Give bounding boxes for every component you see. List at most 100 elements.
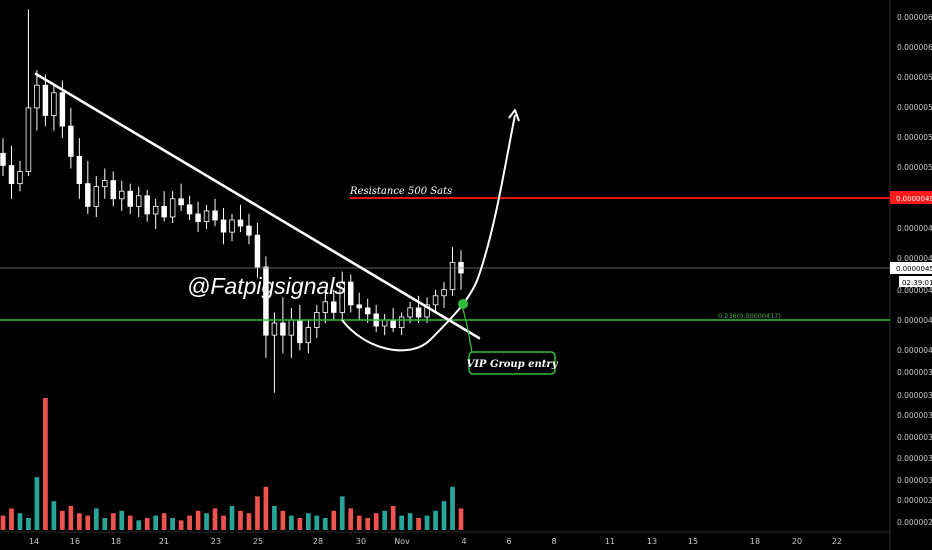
time-axis-tick: 14 — [29, 537, 39, 546]
candle-body — [212, 210, 218, 221]
candle — [144, 189, 150, 222]
time-axis-tick: 22 — [832, 537, 842, 546]
time-axis-tick: 23 — [211, 537, 221, 546]
entry-point-marker[interactable] — [458, 299, 468, 309]
candle — [246, 213, 252, 245]
candle — [271, 312, 278, 393]
volume-bar — [373, 513, 379, 530]
fib-level-label: 0.236(0.00000417) — [718, 312, 781, 320]
volume-bar — [246, 513, 252, 530]
candle-body — [364, 307, 371, 315]
candle-body — [178, 198, 184, 206]
volume-bar — [441, 501, 447, 530]
volume-bar — [322, 518, 328, 530]
candle-body — [297, 319, 303, 344]
candle-body — [8, 165, 15, 185]
candle-body — [305, 327, 312, 344]
candle-body — [407, 307, 413, 318]
price-axis-tick: 0.00000460 — [897, 254, 932, 263]
candle — [135, 186, 142, 217]
volume-bar — [17, 513, 23, 530]
candle — [331, 289, 337, 320]
candle — [212, 198, 218, 227]
volume-bar — [339, 496, 345, 530]
volume-bar — [161, 513, 167, 530]
candle — [186, 195, 193, 221]
volume-bar — [102, 518, 108, 530]
candle-body — [76, 155, 83, 185]
volume-bar — [195, 510, 201, 530]
candle — [85, 160, 91, 214]
volume-bar — [85, 515, 91, 530]
volume-bar — [263, 486, 269, 530]
vip-callout-box[interactable] — [468, 351, 556, 375]
volume-bar — [229, 506, 235, 530]
candle — [424, 297, 430, 324]
candle-body — [85, 183, 91, 207]
countdown-tag — [899, 276, 932, 287]
candle — [305, 320, 312, 354]
volume-bar — [348, 508, 354, 530]
volume-bar — [204, 513, 209, 530]
price-axis-tick: 0.00000284 — [897, 518, 932, 527]
candle-body — [432, 295, 439, 306]
candle-body — [51, 92, 57, 116]
candle-body — [348, 281, 354, 306]
volume-bar — [119, 510, 125, 530]
downtrend-line[interactable] — [34, 72, 481, 340]
candle — [237, 204, 244, 233]
candle — [0, 138, 6, 177]
candle — [415, 295, 422, 324]
arrow-head-icon — [508, 109, 520, 122]
candle-body — [203, 210, 210, 222]
price-axis-tick: 0.00000560 — [897, 103, 932, 112]
time-axis-tick: 4 — [461, 537, 466, 546]
price-axis-tick: 0.00000580 — [897, 73, 932, 82]
candle-body — [390, 319, 396, 328]
volume-bar — [356, 515, 362, 530]
candle — [8, 145, 15, 199]
candle — [280, 297, 286, 354]
price-axis-tick: 0.00000400 — [897, 346, 932, 355]
volume-bar — [424, 515, 430, 530]
volume-bars — [0, 398, 464, 530]
candle-body — [169, 198, 176, 218]
volume-bar — [26, 518, 31, 530]
candle — [220, 207, 227, 245]
candle — [169, 191, 176, 224]
candle-body — [144, 195, 150, 215]
time-axis-labels: 14 16 18 21 23 25 28 30 Nov 4 6 8 11 13 15 18 20 22 — [29, 537, 842, 546]
price-axis-tick: 0.00000420 — [897, 316, 932, 325]
time-axis-tick: 20 — [792, 537, 802, 546]
candle — [263, 256, 269, 358]
candle — [76, 138, 83, 199]
candle-body — [424, 304, 430, 318]
volume-bar — [272, 506, 277, 530]
candle-body — [271, 322, 278, 336]
candle — [203, 204, 210, 230]
candle-body — [102, 180, 108, 188]
price-axis-tick: 0.00000480 — [897, 224, 932, 233]
volume-bar — [110, 513, 116, 530]
last-price-tag-text: 0.00000451 — [896, 265, 932, 273]
volume-bar — [297, 518, 303, 530]
volume-bar — [314, 515, 320, 530]
candle — [152, 198, 159, 230]
volume-bar — [306, 513, 311, 530]
candle-body — [237, 219, 244, 227]
volume-bar — [127, 515, 133, 530]
volume-bar — [365, 518, 371, 530]
time-axis-tick: 6 — [506, 537, 511, 546]
price-axis-tick: 0.00000540 — [897, 133, 932, 142]
candle-body — [186, 204, 193, 215]
price-axis-tick: 0.00000520 — [897, 163, 932, 172]
candle-body — [263, 266, 269, 336]
price-axis-tick: 0.00000620 — [897, 13, 932, 22]
candle — [364, 298, 371, 324]
volume-bar — [77, 513, 82, 530]
candle — [34, 70, 40, 131]
candle-body — [441, 289, 447, 297]
candle-body — [339, 281, 345, 313]
